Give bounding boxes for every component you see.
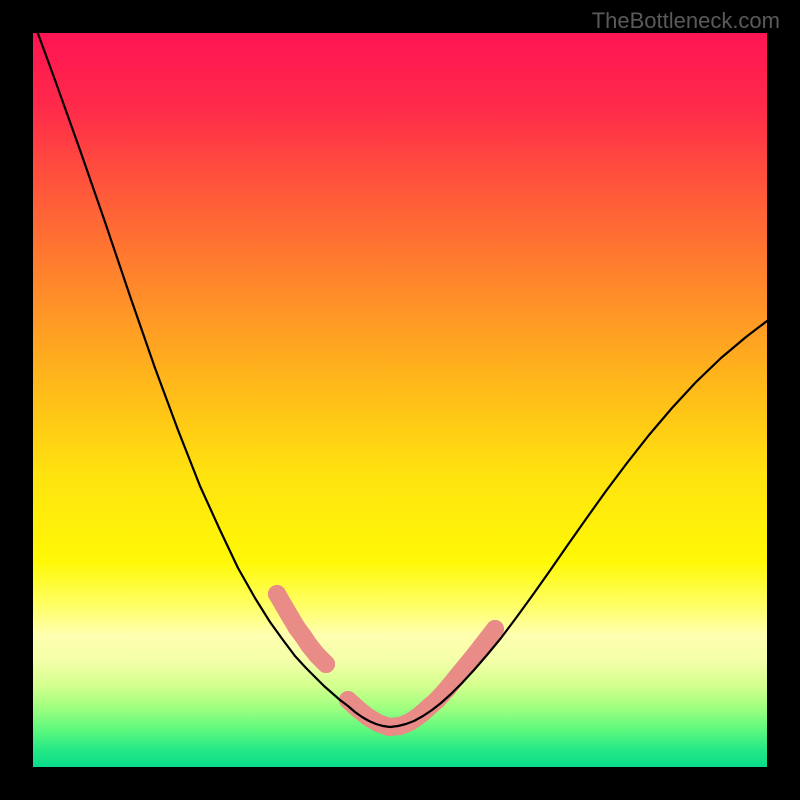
- curve-layer: [33, 33, 767, 767]
- watermark-text: TheBottleneck.com: [592, 8, 780, 34]
- chart-stage: TheBottleneck.com: [0, 0, 800, 800]
- plot-frame: [33, 33, 767, 767]
- data-markers: [268, 585, 504, 736]
- v-curve: [33, 20, 767, 727]
